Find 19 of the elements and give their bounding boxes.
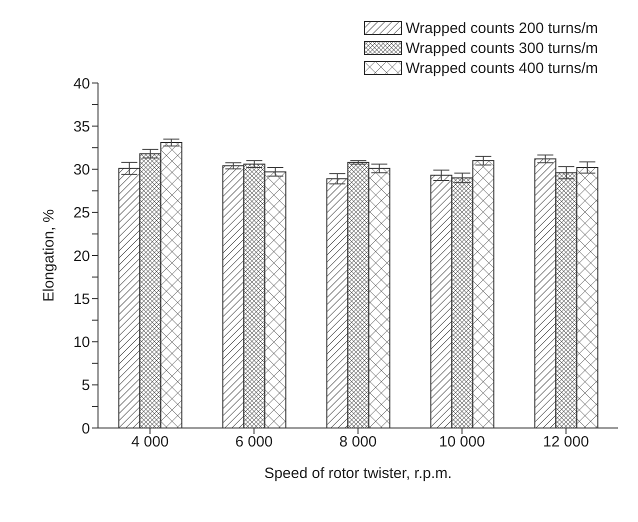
y-tick-label: 10 bbox=[73, 334, 90, 352]
y-tick-label: 5 bbox=[82, 377, 90, 394]
x-tick-label: 6 000 bbox=[235, 434, 273, 451]
x-axis-title: Speed of rotor twister, r.p.m. bbox=[264, 465, 452, 482]
y-tick-label: 30 bbox=[73, 162, 90, 179]
y-tick-label: 15 bbox=[73, 290, 90, 308]
y-tick-label: 25 bbox=[73, 204, 90, 222]
y-tick-label: 0 bbox=[82, 420, 90, 438]
x-tick-label: 12 000 bbox=[543, 434, 589, 451]
legend-label: Wrapped counts 400 turns/m bbox=[406, 60, 598, 76]
y-tick-label: 40 bbox=[73, 75, 90, 92]
x-tick-label: 4 000 bbox=[131, 434, 169, 451]
y-axis-title: Elongation, % bbox=[40, 209, 58, 302]
legend-label: Wrapped counts 300 turns/m bbox=[406, 40, 598, 56]
y-tick-label: 20 bbox=[73, 248, 90, 265]
x-tick-label: 10 000 bbox=[439, 434, 485, 451]
x-tick-label: 8 000 bbox=[339, 434, 377, 451]
y-tick-label: 35 bbox=[73, 118, 90, 136]
legend-label: Wrapped counts 200 turns/m bbox=[406, 20, 598, 36]
